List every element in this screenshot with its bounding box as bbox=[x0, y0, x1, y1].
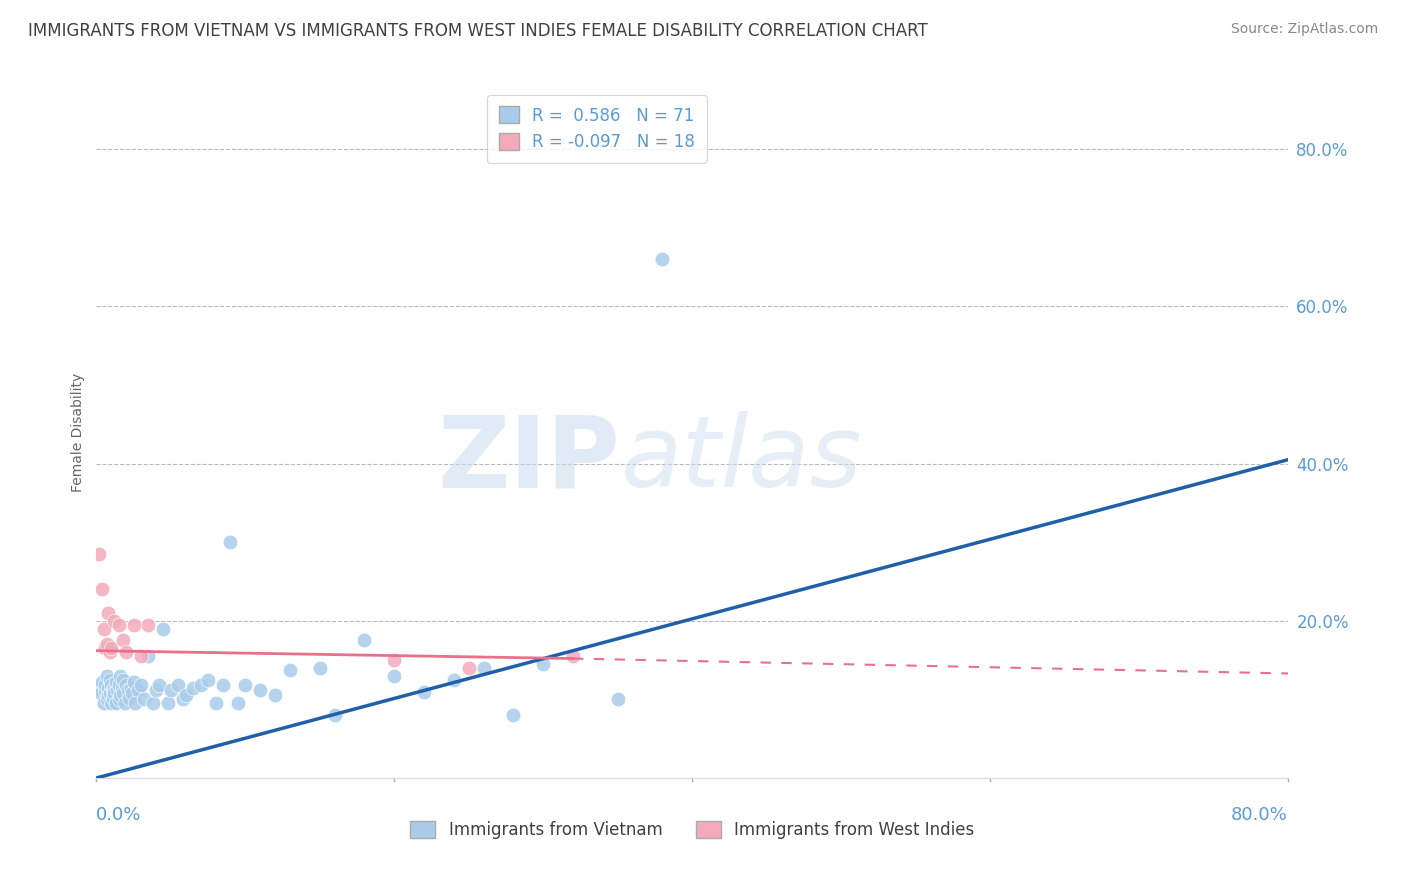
Point bbox=[121, 686, 143, 700]
Point bbox=[606, 692, 628, 706]
Point bbox=[651, 252, 673, 267]
Point bbox=[129, 678, 152, 692]
Point bbox=[120, 681, 142, 695]
Point bbox=[138, 617, 160, 632]
Point bbox=[112, 673, 135, 687]
Point bbox=[103, 681, 125, 695]
Point bbox=[111, 681, 134, 695]
Text: Source: ZipAtlas.com: Source: ZipAtlas.com bbox=[1230, 22, 1378, 37]
Point bbox=[112, 633, 135, 648]
Point bbox=[103, 686, 125, 700]
Point bbox=[103, 614, 125, 628]
Point bbox=[107, 617, 129, 632]
Text: atlas: atlas bbox=[620, 411, 862, 508]
Point bbox=[94, 678, 117, 692]
Point bbox=[98, 673, 121, 687]
Point bbox=[117, 683, 139, 698]
Point bbox=[172, 692, 194, 706]
Point bbox=[108, 689, 131, 703]
Point bbox=[132, 692, 155, 706]
Point bbox=[122, 617, 145, 632]
Point bbox=[89, 681, 111, 695]
Point bbox=[101, 683, 124, 698]
Point bbox=[531, 657, 554, 671]
Point bbox=[278, 663, 301, 677]
Point bbox=[562, 649, 585, 664]
Point bbox=[94, 641, 117, 656]
Point bbox=[249, 683, 271, 698]
Point bbox=[104, 675, 127, 690]
Text: ZIP: ZIP bbox=[437, 411, 620, 508]
Point bbox=[100, 696, 122, 710]
Point bbox=[115, 645, 138, 659]
Point bbox=[101, 690, 124, 705]
Point bbox=[112, 686, 135, 700]
Point bbox=[138, 649, 160, 664]
Point bbox=[308, 661, 330, 675]
Point bbox=[129, 649, 152, 664]
Point bbox=[174, 689, 197, 703]
Point bbox=[107, 678, 129, 692]
Point bbox=[353, 633, 375, 648]
Point bbox=[413, 684, 436, 698]
Point bbox=[107, 692, 129, 706]
Point bbox=[197, 673, 219, 687]
Point bbox=[264, 689, 287, 703]
Point bbox=[156, 696, 179, 710]
Point bbox=[502, 708, 524, 723]
Point bbox=[181, 681, 204, 695]
Point bbox=[167, 678, 190, 692]
Point bbox=[190, 678, 212, 692]
Point bbox=[148, 678, 170, 692]
Point bbox=[100, 641, 122, 656]
Point bbox=[97, 681, 120, 695]
Point bbox=[122, 675, 145, 690]
Point bbox=[219, 535, 242, 549]
Y-axis label: Female Disability: Female Disability bbox=[72, 373, 86, 491]
Point bbox=[142, 696, 165, 710]
Point bbox=[97, 689, 120, 703]
Point bbox=[443, 673, 465, 687]
Point bbox=[96, 669, 118, 683]
Text: 0.0%: 0.0% bbox=[97, 805, 142, 823]
Point bbox=[90, 686, 112, 700]
Point bbox=[93, 622, 115, 636]
Point bbox=[105, 683, 128, 698]
Point bbox=[226, 696, 249, 710]
Point bbox=[91, 675, 114, 690]
Point bbox=[204, 696, 226, 710]
Point bbox=[124, 696, 146, 710]
Point bbox=[127, 683, 149, 698]
Text: IMMIGRANTS FROM VIETNAM VS IMMIGRANTS FROM WEST INDIES FEMALE DISABILITY CORRELA: IMMIGRANTS FROM VIETNAM VS IMMIGRANTS FR… bbox=[28, 22, 928, 40]
Point bbox=[115, 678, 138, 692]
Point bbox=[159, 683, 181, 698]
Legend: R =  0.586   N = 71, R = -0.097   N = 18: R = 0.586 N = 71, R = -0.097 N = 18 bbox=[486, 95, 707, 162]
Point bbox=[382, 669, 405, 683]
Point bbox=[323, 708, 346, 723]
Point bbox=[233, 678, 256, 692]
Point bbox=[118, 690, 141, 705]
Point bbox=[145, 683, 167, 698]
Point bbox=[108, 669, 131, 683]
Point bbox=[94, 683, 117, 698]
Point bbox=[100, 678, 122, 692]
Point bbox=[93, 696, 115, 710]
Point bbox=[104, 696, 127, 710]
Point bbox=[472, 661, 495, 675]
Text: 80.0%: 80.0% bbox=[1232, 805, 1288, 823]
Point bbox=[152, 622, 174, 636]
Point bbox=[96, 637, 118, 651]
Point bbox=[457, 661, 479, 675]
Point bbox=[98, 686, 121, 700]
Point bbox=[98, 645, 121, 659]
Point bbox=[89, 547, 111, 561]
Point bbox=[114, 696, 136, 710]
Point bbox=[91, 582, 114, 597]
Point bbox=[382, 653, 405, 667]
Point bbox=[97, 606, 120, 620]
Point bbox=[212, 678, 235, 692]
Point bbox=[96, 692, 118, 706]
